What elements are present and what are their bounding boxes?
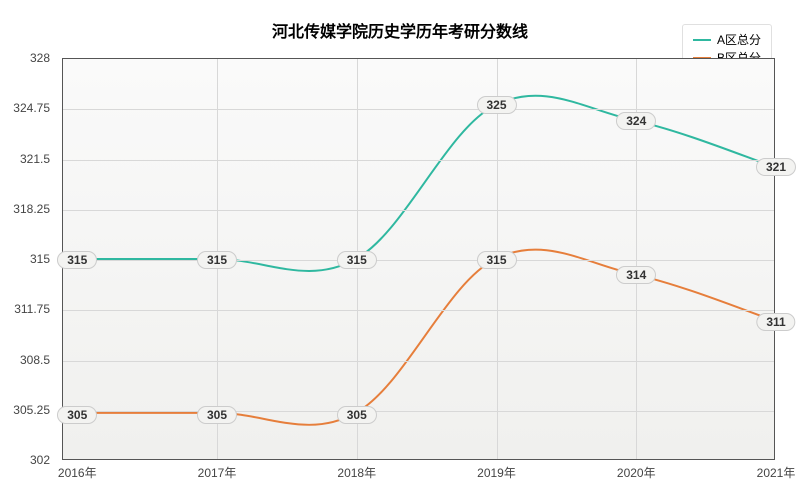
y-tick-label: 308.5 xyxy=(0,353,50,367)
y-tick-label: 315 xyxy=(0,252,50,266)
data-label: 305 xyxy=(57,406,97,424)
x-tick-label: 2018年 xyxy=(337,464,376,481)
series-line xyxy=(77,96,774,271)
data-label: 311 xyxy=(756,313,795,331)
x-tick-label: 2020年 xyxy=(617,464,656,481)
y-tick-label: 311.75 xyxy=(0,302,50,316)
y-tick-label: 302 xyxy=(0,453,50,467)
y-tick-label: 328 xyxy=(0,51,50,65)
data-label: 305 xyxy=(197,406,237,424)
data-label: 325 xyxy=(476,96,516,114)
data-label: 321 xyxy=(756,158,796,176)
grid-line-h xyxy=(63,160,774,161)
y-tick-label: 324.75 xyxy=(0,101,50,115)
data-label: 315 xyxy=(197,251,237,269)
grid-line-h xyxy=(63,411,774,412)
data-label: 315 xyxy=(337,251,377,269)
x-tick-label: 2016年 xyxy=(58,464,97,481)
data-label: 305 xyxy=(337,406,377,424)
x-tick-label: 2021年 xyxy=(757,464,796,481)
y-tick-label: 318.25 xyxy=(0,202,50,216)
chart-title: 河北传媒学院历史学历年考研分数线 xyxy=(272,18,528,42)
data-label: 324 xyxy=(616,112,656,130)
series-line xyxy=(77,250,774,425)
x-tick-label: 2019年 xyxy=(477,464,516,481)
legend-item-a: A区总分 xyxy=(693,31,761,49)
grid-line-h xyxy=(63,310,774,311)
plot-area: 2016年2017年2018年2019年2020年2021年3153153153… xyxy=(62,58,775,460)
x-tick-label: 2017年 xyxy=(198,464,237,481)
data-label: 315 xyxy=(57,251,97,269)
y-tick-label: 305.25 xyxy=(0,403,50,417)
grid-line-h xyxy=(63,361,774,362)
chart-container: 河北传媒学院历史学历年考研分数线 A区总分 B区总分 2016年2017年201… xyxy=(0,0,800,500)
grid-line-h xyxy=(63,210,774,211)
grid-line-h xyxy=(63,109,774,110)
chart-svg xyxy=(63,59,774,459)
grid-line-h xyxy=(63,260,774,261)
legend-label-a: A区总分 xyxy=(717,31,761,49)
legend-line-a xyxy=(693,39,711,41)
y-tick-label: 321.5 xyxy=(0,152,50,166)
data-label: 314 xyxy=(616,266,656,284)
data-label: 315 xyxy=(476,251,516,269)
